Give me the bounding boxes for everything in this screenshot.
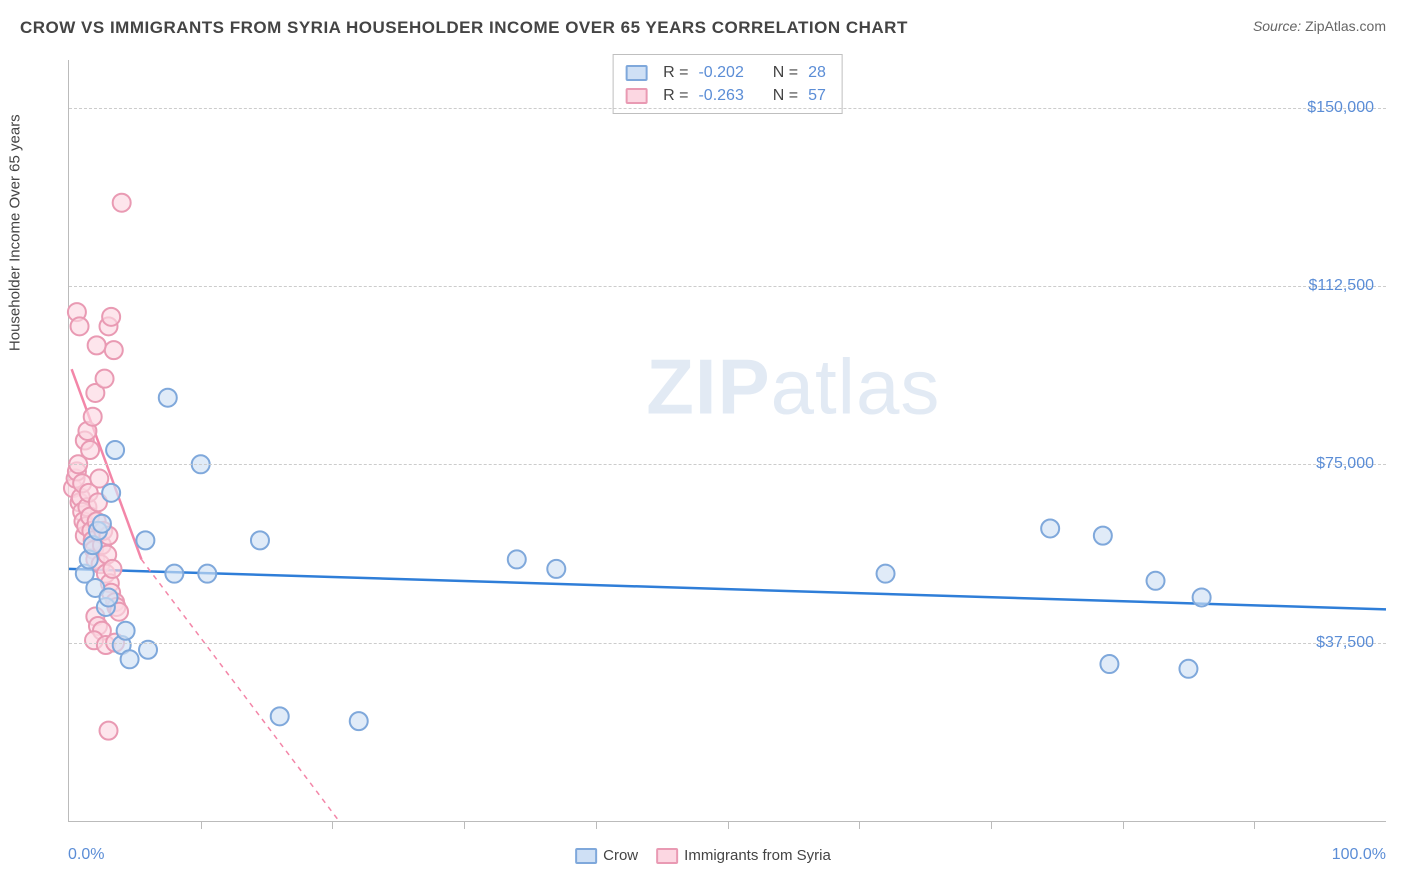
legend-item: Immigrants from Syria bbox=[656, 847, 831, 864]
x-tick bbox=[859, 821, 860, 829]
stats-row: R = -0.202 N = 28 bbox=[625, 61, 826, 84]
data-point bbox=[100, 722, 118, 740]
data-point bbox=[102, 308, 120, 326]
gridline bbox=[69, 108, 1386, 109]
data-point bbox=[1094, 527, 1112, 545]
y-tick-label: $75,000 bbox=[1316, 455, 1374, 473]
x-tick bbox=[991, 821, 992, 829]
data-point bbox=[106, 441, 124, 459]
data-point bbox=[93, 515, 111, 533]
legend-label: Crow bbox=[603, 847, 638, 864]
legend-swatch bbox=[575, 848, 597, 864]
data-point bbox=[508, 550, 526, 568]
data-point bbox=[1147, 572, 1165, 590]
plot-region: ZIPatlas R =-0.202 N =28R =-0.263 N =57 … bbox=[68, 60, 1386, 822]
data-point bbox=[251, 531, 269, 549]
x-tick bbox=[728, 821, 729, 829]
data-point bbox=[350, 712, 368, 730]
chart-header: CROW VS IMMIGRANTS FROM SYRIA HOUSEHOLDE… bbox=[0, 0, 1406, 46]
x-min-label: 0.0% bbox=[68, 846, 104, 864]
chart-area: Householder Income Over 65 years ZIPatla… bbox=[20, 50, 1386, 872]
x-tick bbox=[332, 821, 333, 829]
r-label: R = bbox=[663, 61, 688, 84]
n-label: N = bbox=[773, 84, 798, 107]
x-tick bbox=[596, 821, 597, 829]
n-value: 57 bbox=[808, 84, 826, 107]
source-label: Source: bbox=[1253, 18, 1301, 34]
data-point bbox=[103, 560, 121, 578]
source-value: ZipAtlas.com bbox=[1305, 18, 1386, 34]
chart-title: CROW VS IMMIGRANTS FROM SYRIA HOUSEHOLDE… bbox=[20, 18, 908, 38]
r-value: -0.202 bbox=[698, 61, 743, 84]
data-point bbox=[136, 531, 154, 549]
x-max-label: 100.0% bbox=[1332, 846, 1386, 864]
gridline bbox=[69, 643, 1386, 644]
r-label: R = bbox=[663, 84, 688, 107]
gridline bbox=[69, 464, 1386, 465]
legend-label: Immigrants from Syria bbox=[684, 847, 831, 864]
y-tick-label: $112,500 bbox=[1308, 277, 1374, 295]
chart-source: Source: ZipAtlas.com bbox=[1253, 18, 1386, 34]
data-point bbox=[105, 341, 123, 359]
stats-box: R = -0.202 N = 28 R = -0.263 N = 57 bbox=[612, 54, 843, 114]
legend-item: Crow bbox=[575, 847, 638, 864]
data-point bbox=[198, 565, 216, 583]
y-axis-label: Householder Income Over 65 years bbox=[7, 114, 24, 351]
data-point bbox=[165, 565, 183, 583]
bottom-legend: Crow Immigrants from Syria bbox=[575, 847, 831, 864]
data-point bbox=[100, 588, 118, 606]
data-point bbox=[1179, 660, 1197, 678]
data-point bbox=[271, 707, 289, 725]
data-point bbox=[88, 336, 106, 354]
data-point bbox=[877, 565, 895, 583]
plot-svg bbox=[69, 60, 1386, 821]
data-point bbox=[81, 441, 99, 459]
legend-swatch bbox=[656, 848, 678, 864]
data-point bbox=[113, 194, 131, 212]
x-tick bbox=[1123, 821, 1124, 829]
data-point bbox=[547, 560, 565, 578]
x-tick bbox=[464, 821, 465, 829]
n-label: N = bbox=[773, 61, 798, 84]
regression-line-dashed bbox=[141, 559, 339, 821]
gridline bbox=[69, 286, 1386, 287]
data-point bbox=[96, 370, 114, 388]
regression-line bbox=[69, 569, 1386, 609]
stats-row: R = -0.263 N = 57 bbox=[625, 84, 826, 107]
y-tick-label: $150,000 bbox=[1307, 99, 1374, 117]
data-point bbox=[159, 389, 177, 407]
data-point bbox=[1193, 588, 1211, 606]
n-value: 28 bbox=[808, 61, 826, 84]
data-point bbox=[117, 622, 135, 640]
legend-swatch bbox=[625, 88, 647, 104]
data-point bbox=[121, 650, 139, 668]
x-tick bbox=[1254, 821, 1255, 829]
data-point bbox=[84, 408, 102, 426]
data-point bbox=[1041, 519, 1059, 537]
legend-swatch bbox=[625, 65, 647, 81]
data-point bbox=[102, 484, 120, 502]
r-value: -0.263 bbox=[698, 84, 743, 107]
x-tick bbox=[201, 821, 202, 829]
data-point bbox=[71, 317, 89, 335]
data-point bbox=[1100, 655, 1118, 673]
y-tick-label: $37,500 bbox=[1316, 634, 1374, 652]
